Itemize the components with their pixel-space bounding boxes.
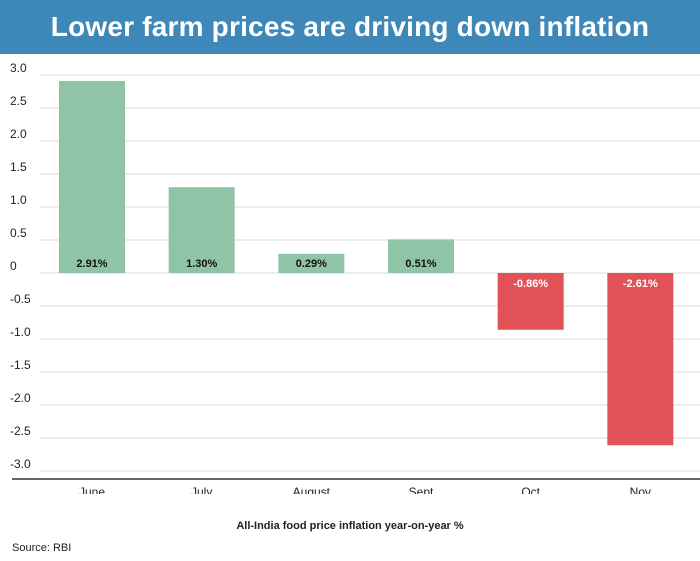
y-tick-label: 2.5 bbox=[10, 94, 27, 108]
y-tick-label: -0.5 bbox=[10, 292, 31, 306]
grid-lines bbox=[40, 74, 700, 472]
bar-nov bbox=[607, 273, 674, 446]
x-tick-label: June bbox=[79, 485, 105, 494]
data-label: 1.30% bbox=[186, 258, 217, 270]
data-label: -2.61% bbox=[623, 278, 658, 290]
x-tick-label: July bbox=[191, 485, 212, 494]
y-tick-label: 3.0 bbox=[10, 61, 27, 75]
data-label: 2.91% bbox=[76, 258, 107, 270]
y-tick-label: 0 bbox=[10, 259, 17, 273]
x-axis-title: All-India food price inflation year-on-y… bbox=[236, 520, 464, 532]
data-label: 0.29% bbox=[296, 258, 327, 270]
y-tick-label: 2.0 bbox=[10, 127, 27, 141]
bar-chart: 3.0 2.5 2.0 1.5 1.0 0.5 0 -0.5 -1.0 -1.5 -2.0 -2.5 -… bbox=[10, 61, 700, 494]
data-label: -0.86% bbox=[513, 278, 548, 290]
bar-sept bbox=[388, 239, 454, 273]
bar-july bbox=[168, 187, 235, 273]
x-tick-label: Oct bbox=[521, 485, 540, 494]
source-note: Source: RBI bbox=[12, 542, 72, 554]
data-label: 0.51% bbox=[405, 258, 436, 270]
x-tick-label: August bbox=[293, 485, 331, 494]
x-tick-label: Sept bbox=[409, 485, 434, 494]
x-tick-label: Nov bbox=[630, 485, 651, 494]
y-tick-label: -2.5 bbox=[10, 424, 31, 438]
y-tick-label: 1.5 bbox=[10, 160, 27, 174]
bar-june bbox=[59, 80, 125, 273]
labels: 3.0 2.5 2.0 1.5 1.0 0.5 0 -0.5 -1.0 -1.5 -2.0 -2.5 -… bbox=[10, 61, 658, 494]
bar-august bbox=[278, 253, 345, 273]
y-tick-label: -1.5 bbox=[10, 358, 31, 372]
y-tick-label: 1.0 bbox=[10, 193, 27, 207]
y-tick-label: -3.0 bbox=[10, 457, 31, 471]
bar-oct bbox=[497, 273, 564, 330]
y-tick-label: 0.5 bbox=[10, 226, 27, 240]
y-tick-label: -1.0 bbox=[10, 325, 31, 339]
chart-title: Lower farm prices are driving down infla… bbox=[0, 0, 700, 54]
bars bbox=[59, 80, 674, 446]
y-tick-label: -2.0 bbox=[10, 391, 31, 405]
